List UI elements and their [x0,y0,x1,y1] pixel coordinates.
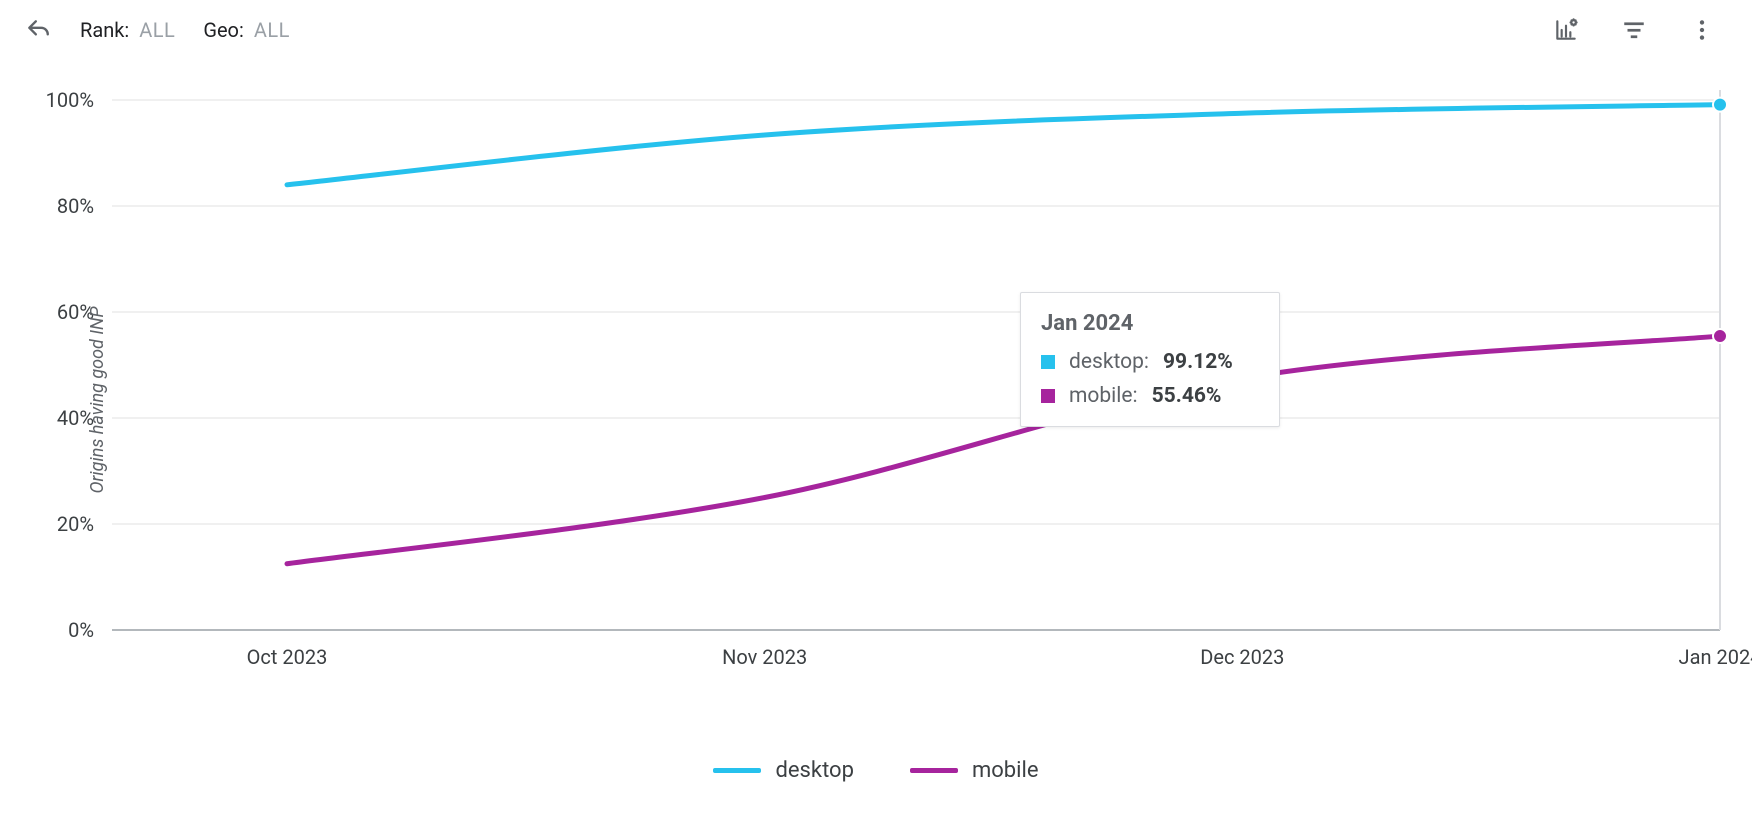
chart-tooltip: Jan 2024 desktop: 99.12% mobile: 55.46% [1020,292,1280,427]
undo-icon[interactable] [24,16,52,44]
legend-item-mobile[interactable]: mobile [910,758,1039,783]
filter-list-icon[interactable] [1620,16,1648,44]
more-vert-icon[interactable] [1688,16,1716,44]
tooltip-series-label: mobile: [1069,384,1138,408]
hover-marker-desktop [1713,98,1727,112]
legend-label: desktop [775,758,853,783]
x-tick-label: Dec 2023 [1200,645,1284,669]
series-mobile[interactable] [287,336,1720,564]
y-axis-title: Origins having good INP [87,306,108,493]
geo-filter-label: Geo: [203,18,243,42]
rank-filter[interactable]: Rank: ALL [80,18,175,42]
chart-legend: desktop mobile [0,740,1752,800]
y-tick-label: 20% [57,512,94,536]
y-tick-label: 0% [68,618,94,642]
chart-settings-icon[interactable] [1552,16,1580,44]
tooltip-series-value: 55.46% [1152,384,1222,408]
y-tick-label: 80% [57,194,94,218]
chart-area: Origins having good INP 0%20%40%60%80%10… [0,60,1752,740]
toolbar: Rank: ALL Geo: ALL [0,0,1752,60]
tooltip-row: desktop: 99.12% [1041,350,1255,374]
geo-filter[interactable]: Geo: ALL [203,18,290,42]
x-tick-label: Oct 2023 [247,645,328,669]
rank-filter-value: ALL [139,18,175,42]
tooltip-series-value: 99.12% [1163,350,1233,374]
x-tick-label: Jan 2024 [1679,645,1752,669]
legend-swatch [910,768,958,773]
x-tick-label: Nov 2023 [722,645,807,669]
rank-filter-label: Rank: [80,18,129,42]
tooltip-swatch [1041,355,1055,369]
series-desktop[interactable] [287,105,1720,185]
y-tick-label: 100% [46,88,94,112]
legend-item-desktop[interactable]: desktop [713,758,853,783]
tooltip-title: Jan 2024 [1041,311,1255,336]
geo-filter-value: ALL [254,18,290,42]
tooltip-swatch [1041,389,1055,403]
line-chart[interactable]: 0%20%40%60%80%100%Oct 2023Nov 2023Dec 20… [0,60,1752,700]
legend-swatch [713,768,761,773]
tooltip-row: mobile: 55.46% [1041,384,1255,408]
legend-label: mobile [972,758,1039,783]
tooltip-series-label: desktop: [1069,350,1149,374]
hover-marker-mobile [1713,329,1727,343]
